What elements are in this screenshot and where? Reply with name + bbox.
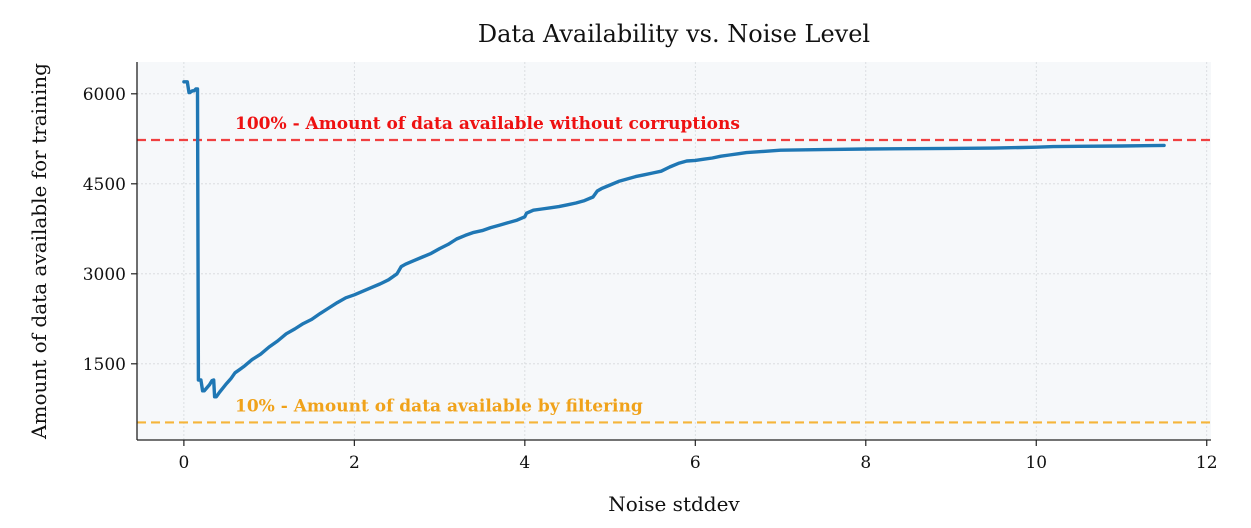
x-tick-label: 8 [860, 453, 871, 473]
y-tick-label: 6000 [83, 85, 126, 105]
grid-lines [137, 62, 1211, 440]
x-tick-label: 2 [349, 453, 360, 473]
x-tick-label: 4 [519, 453, 530, 473]
x-tick-label: 0 [178, 453, 189, 473]
x-tick-label: 10 [1025, 453, 1047, 473]
reference-lines: 100% - Amount of data available without … [137, 114, 1211, 424]
plot-area-background [137, 62, 1211, 440]
y-axis-ticks: 1500 3000 4500 6000 [83, 85, 137, 375]
x-tick-label: 6 [690, 453, 701, 473]
y-tick-label: 4500 [83, 175, 126, 195]
y-tick-label: 1500 [83, 355, 126, 375]
chart-title: Data Availability vs. Noise Level [478, 20, 870, 48]
x-axis-label: Noise stddev [608, 492, 740, 516]
x-axis-ticks: 0 2 4 6 8 10 12 [178, 440, 1218, 473]
y-axis-label: Amount of data available for training [27, 63, 51, 440]
x-tick-label: 12 [1196, 453, 1218, 473]
reference-label-filtered: 10% - Amount of data available by filter… [235, 396, 643, 416]
y-tick-label: 3000 [83, 265, 126, 285]
reference-label-full: 100% - Amount of data available without … [235, 114, 740, 134]
data-series [182, 80, 1166, 399]
series-line [182, 80, 1166, 399]
